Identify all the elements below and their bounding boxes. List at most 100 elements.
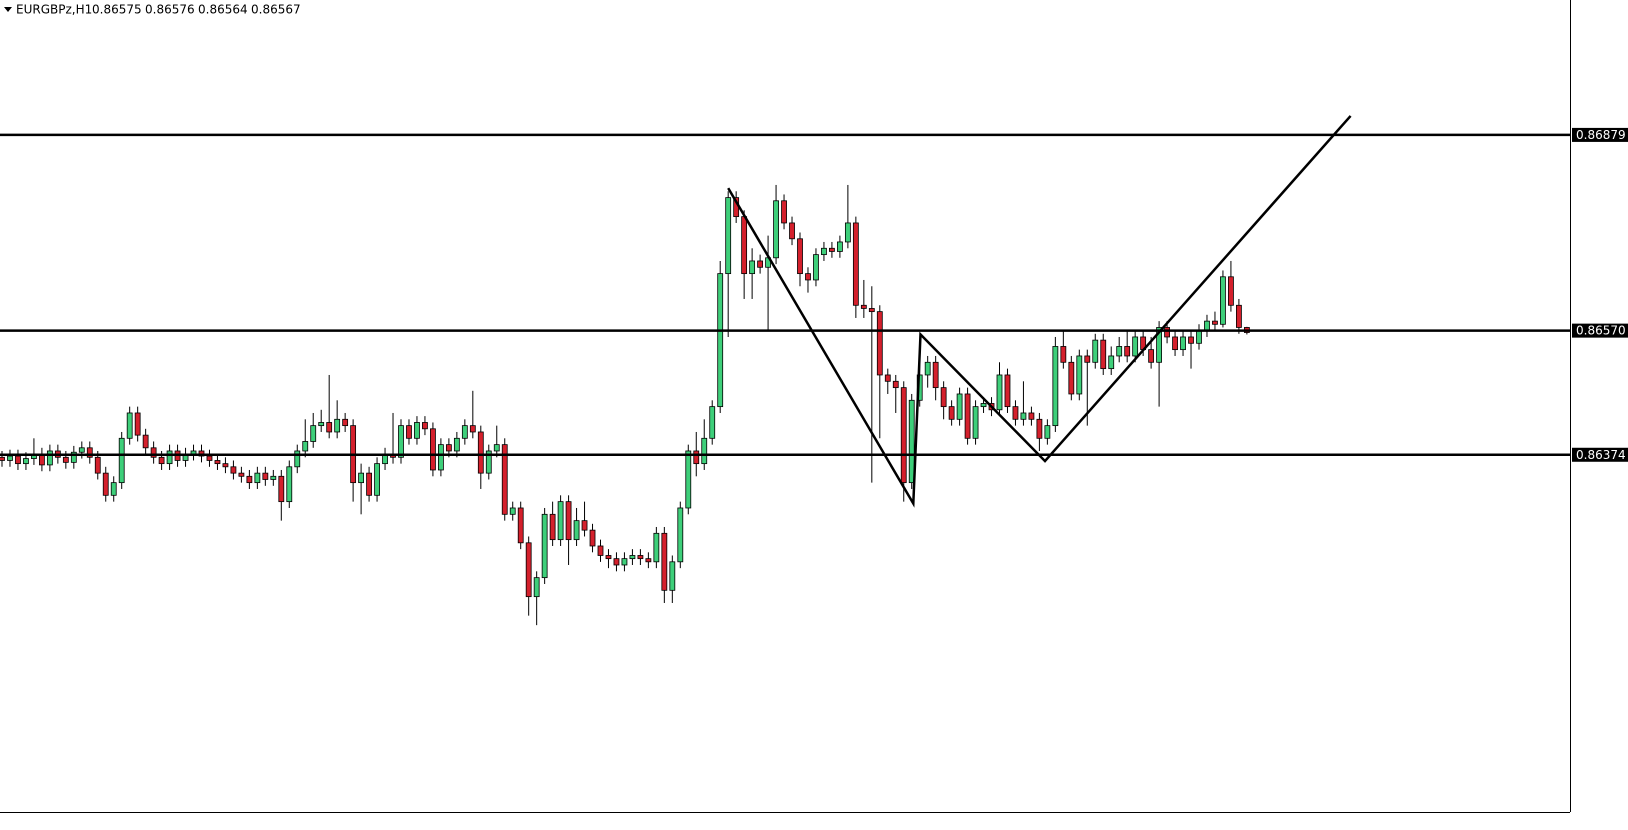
- candle-body: [326, 422, 333, 433]
- candle-body: [102, 472, 109, 496]
- candle-body: [1108, 355, 1115, 370]
- candle-body: [972, 406, 979, 439]
- candle-body: [709, 406, 716, 439]
- candle-body: [318, 422, 325, 427]
- candle-body: [844, 222, 851, 243]
- chart-header: EURGBPz,H1 0.86575 0.86576 0.86564 0.865…: [4, 3, 301, 17]
- candle-body: [509, 507, 516, 515]
- candle-body: [445, 444, 452, 452]
- candle-body: [94, 456, 101, 474]
- candle-body: [294, 450, 301, 468]
- candle-body: [581, 520, 588, 531]
- candle-body: [1196, 330, 1202, 344]
- candle-body: [0, 456, 5, 461]
- candle-body: [829, 247, 835, 252]
- candle-body: [940, 387, 947, 408]
- candle-body: [948, 406, 955, 420]
- candle-body: [1204, 320, 1210, 332]
- candle-body: [1052, 346, 1059, 427]
- candle-body: [781, 200, 787, 224]
- candle-body: [1076, 355, 1083, 395]
- candle-body: [813, 254, 819, 281]
- candle-body: [342, 418, 349, 427]
- candle-body: [661, 532, 668, 591]
- candle-body: [980, 403, 987, 408]
- trend-line: [727, 115, 1352, 508]
- candle-body: [964, 393, 971, 439]
- candle-body: [797, 238, 803, 275]
- candle-body: [589, 529, 596, 547]
- candle-body: [789, 222, 795, 240]
- candle-body: [166, 450, 173, 465]
- candle-body: [78, 447, 85, 453]
- candle-body: [597, 545, 604, 556]
- candle-body: [876, 311, 883, 376]
- header-close: 0.86567: [251, 3, 301, 17]
- candle-body: [110, 482, 117, 496]
- candle-body: [637, 555, 644, 560]
- candle-body: [1092, 339, 1099, 363]
- candle-body: [150, 447, 157, 458]
- candle-body: [222, 463, 229, 468]
- candle-body: [493, 444, 500, 452]
- candle-body: [1172, 336, 1178, 351]
- candle-body: [1012, 406, 1019, 420]
- candle-body: [565, 501, 572, 541]
- candle-body: [924, 361, 931, 376]
- candle-body: [725, 197, 732, 275]
- candle-body: [1116, 346, 1123, 357]
- candle-body: [23, 458, 29, 465]
- candle-body: [525, 542, 532, 598]
- price-tag-label: 0.86570: [1576, 324, 1626, 338]
- candle-body: [414, 422, 420, 439]
- candle-body: [1188, 336, 1194, 344]
- candle-body: [892, 380, 899, 389]
- overlay-layer: 0.86879 0.86570 0.86374: [0, 115, 1628, 508]
- candle-body: [1236, 304, 1242, 328]
- candle-body: [868, 308, 875, 313]
- candle-body: [7, 455, 13, 461]
- header-menu-icon[interactable]: [4, 7, 12, 12]
- candle-body: [1020, 412, 1027, 420]
- candle-body: [1036, 418, 1043, 439]
- candle-body: [142, 434, 149, 449]
- candle-body: [461, 425, 468, 439]
- candle-body: [860, 304, 867, 309]
- candle-body: [852, 222, 859, 306]
- price-tag: [1572, 447, 1628, 462]
- candle-body: [262, 472, 269, 480]
- candle-body: [932, 361, 939, 389]
- candle-body: [1124, 346, 1131, 357]
- candle-body: [749, 260, 756, 275]
- candle-body: [1084, 355, 1091, 363]
- candle-body: [278, 475, 285, 503]
- candle-body: [900, 387, 907, 484]
- candle-body: [685, 450, 692, 509]
- candle-body: [70, 451, 77, 463]
- candle-body: [701, 437, 708, 465]
- candle-body: [1044, 425, 1051, 439]
- candle-body: [541, 513, 548, 579]
- candle-body: [501, 444, 508, 515]
- candle-body: [517, 507, 524, 544]
- candle-body: [821, 247, 827, 256]
- candle-body: [406, 425, 412, 439]
- candle-body: [422, 422, 428, 430]
- candle-body: [549, 513, 556, 541]
- candle-body: [557, 501, 564, 541]
- candle-body: [621, 558, 628, 566]
- candle-body: [358, 472, 365, 484]
- candle-body: [1156, 327, 1162, 363]
- candle-body: [693, 450, 700, 465]
- candle-body: [717, 273, 724, 408]
- price-tag-label: 0.86374: [1576, 448, 1626, 462]
- candle-body: [741, 216, 748, 275]
- candle-body: [46, 450, 53, 466]
- candle-body: [334, 418, 341, 433]
- candle-body: [366, 472, 372, 496]
- candle-body: [126, 412, 133, 439]
- candle-body: [956, 393, 963, 420]
- candle-body: [206, 455, 213, 461]
- candle-body: [374, 463, 380, 496]
